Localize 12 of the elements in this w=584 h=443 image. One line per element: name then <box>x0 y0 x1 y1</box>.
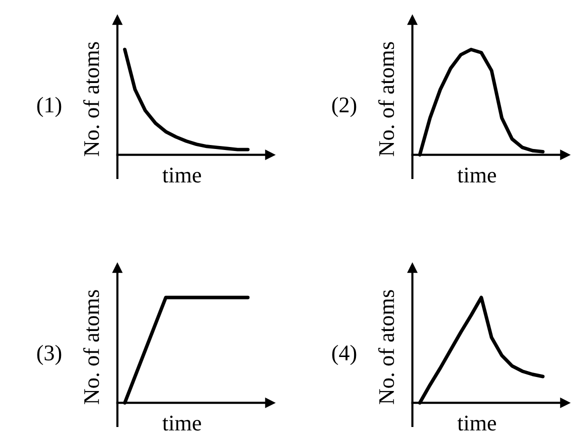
x-axis-title: time <box>457 416 496 431</box>
text: (1) <box>37 96 62 117</box>
y-axis-title: No. of atoms <box>378 290 394 404</box>
y-axis-title: No. of atoms <box>378 42 394 156</box>
y-axis-title: No. of atoms <box>83 42 100 156</box>
text: (4) <box>332 344 356 365</box>
text: (3) <box>37 344 62 365</box>
y-axis-title: No. of atoms <box>83 290 100 404</box>
x-axis-title: time <box>162 168 201 183</box>
x-axis-title: time <box>457 168 496 183</box>
text: (2) <box>332 96 356 117</box>
x-axis-title: time <box>162 416 201 431</box>
